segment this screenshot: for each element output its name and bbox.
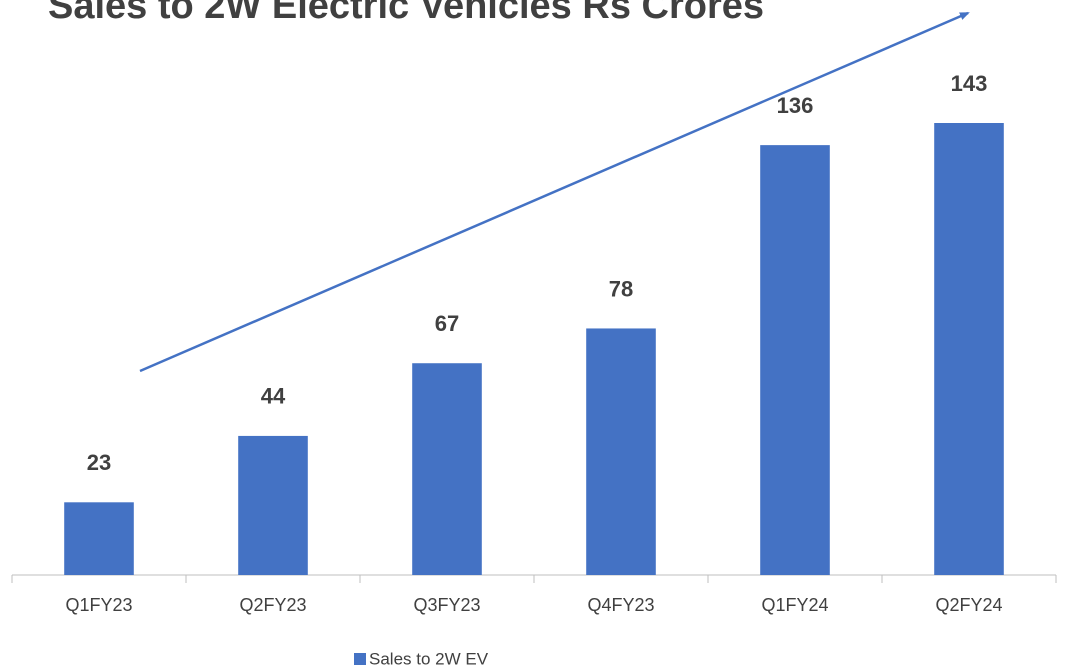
bar	[934, 123, 1004, 575]
bar	[760, 145, 830, 576]
data-label: 136	[777, 93, 814, 118]
x-tick-label: Q1FY24	[761, 595, 828, 615]
bar	[238, 435, 308, 575]
x-tick-label: Q3FY23	[413, 595, 480, 615]
x-tick-label: Q1FY23	[65, 595, 132, 615]
bar	[586, 328, 656, 575]
trend-arrow	[139, 11, 970, 373]
legend-label: Sales to 2W EV	[369, 649, 489, 667]
data-label: 44	[261, 384, 286, 409]
bar	[412, 363, 482, 575]
chart-title: Sales to 2W Electric Vehicles Rs Crores	[48, 0, 764, 27]
x-tick-label: Q4FY23	[587, 595, 654, 615]
data-label: 78	[609, 276, 633, 301]
x-tick-label: Q2FY24	[935, 595, 1002, 615]
legend-swatch	[354, 653, 366, 665]
data-label: 23	[87, 450, 111, 475]
data-label: 67	[435, 311, 459, 336]
bar	[64, 502, 134, 575]
x-tick-label: Q2FY23	[239, 595, 306, 615]
data-label: 143	[951, 71, 988, 96]
